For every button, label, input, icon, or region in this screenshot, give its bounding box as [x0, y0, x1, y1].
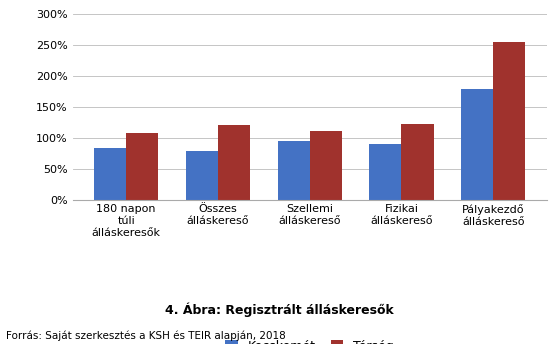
Bar [310, 131, 342, 200]
Text: 4. Ábra: Regisztrált álláskeresők: 4. Ábra: Regisztrált álláskeresők [165, 302, 393, 317]
Bar [461, 89, 493, 200]
Bar [94, 148, 126, 200]
Bar [186, 151, 218, 200]
Bar [218, 125, 250, 200]
Bar [493, 42, 525, 200]
Bar [277, 141, 310, 200]
Legend: Kecskemét, Térség: Kecskemét, Térség [225, 340, 394, 344]
Bar [401, 124, 434, 200]
Text: Forrás: Saját szerkesztés a KSH és TEIR alapján, 2018: Forrás: Saját szerkesztés a KSH és TEIR … [6, 330, 285, 341]
Bar [369, 144, 401, 200]
Bar [126, 133, 158, 200]
